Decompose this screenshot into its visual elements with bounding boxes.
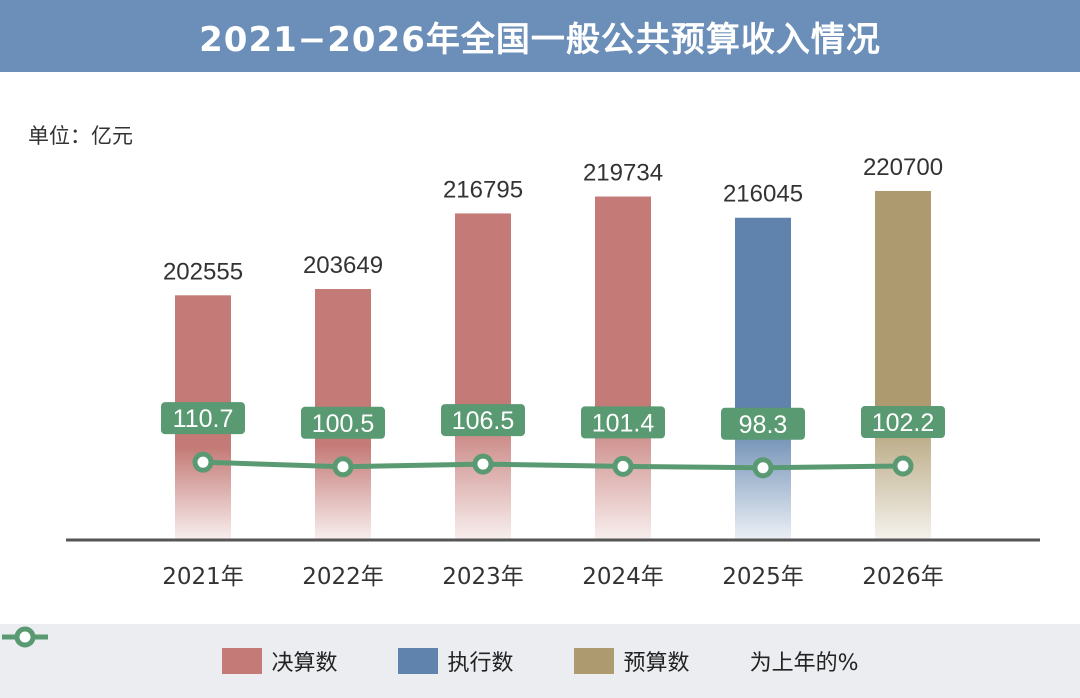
growth-label: 101.4: [592, 409, 655, 437]
legend-label-execution: 执行数: [447, 651, 514, 676]
growth-point: [892, 455, 914, 477]
growth-label-box: [161, 402, 245, 435]
legend-label-final: 决算数: [271, 651, 338, 676]
bar-2026年: [875, 190, 931, 540]
bar-2023年: [455, 213, 511, 540]
growth-point: [752, 457, 774, 479]
x-tick-label: 2021年: [162, 564, 244, 590]
legend-item-execution: 执行数: [397, 645, 514, 677]
growth-point: [332, 456, 354, 478]
x-tick-label: 2024年: [582, 564, 664, 590]
growth-point: [472, 453, 494, 475]
growth-label: 102.2: [872, 409, 935, 437]
growth-label: 106.5: [452, 407, 515, 435]
x-tick-label: 2026年: [862, 564, 944, 590]
unit-label: 单位：亿元: [28, 124, 133, 148]
bar-2024年: [595, 196, 651, 540]
growth-line: [202, 459, 904, 471]
growth-label-box: [441, 404, 525, 437]
bar-2025年: [735, 217, 791, 540]
x-tick-label: 2025年: [722, 564, 804, 590]
chart-svg: 202555 203649 216795 219734 216045 220700 2021…: [66, 154, 1040, 590]
growth-point: [612, 455, 634, 477]
bar-value-label: 220700: [863, 154, 943, 181]
legend-label-budget: 预算数: [623, 651, 690, 676]
bar-value-label: 216045: [723, 181, 803, 208]
growth-label-box: [861, 406, 945, 439]
bar-value-label: 203649: [303, 252, 383, 279]
chart-area: 单位：亿元 202555 203649 216795 219734 216045 2207…: [0, 72, 1080, 624]
legend-line-icon: [2, 626, 48, 648]
x-tick-label: 2022年: [302, 564, 384, 590]
growth-label: 100.5: [312, 410, 375, 438]
legend-swatch-execution: [397, 648, 438, 674]
growth-label-box: [581, 406, 665, 439]
legend-swatch-final: [221, 648, 262, 674]
bar-value-label: 216795: [443, 176, 523, 203]
legend-item-final: 决算数: [221, 645, 338, 677]
growth-label-box: [721, 407, 805, 440]
legend-label-line: 为上年的%: [749, 651, 859, 676]
chart-title-bar: 2021−2026年全国一般公共预算收入情况: [0, 0, 1080, 72]
legend-item-line: 为上年的%: [2, 626, 859, 677]
growth-label: 98.3: [739, 411, 788, 439]
growth-label-box: [301, 406, 385, 439]
x-tick-label: 2023年: [442, 564, 524, 590]
bar-value-label: 219734: [583, 160, 663, 187]
growth-point: [192, 451, 214, 473]
bar-value-label: 202555: [163, 258, 243, 285]
legend-item-budget: 预算数: [573, 645, 690, 677]
legend: 决算数 执行数 预算数 为上年的%: [0, 624, 1080, 698]
growth-label: 110.7: [173, 405, 234, 433]
legend-line-marker: [14, 626, 36, 648]
chart-title: 2021−2026年全国一般公共预算收入情况: [199, 19, 881, 60]
legend-swatch-budget: [573, 648, 614, 674]
